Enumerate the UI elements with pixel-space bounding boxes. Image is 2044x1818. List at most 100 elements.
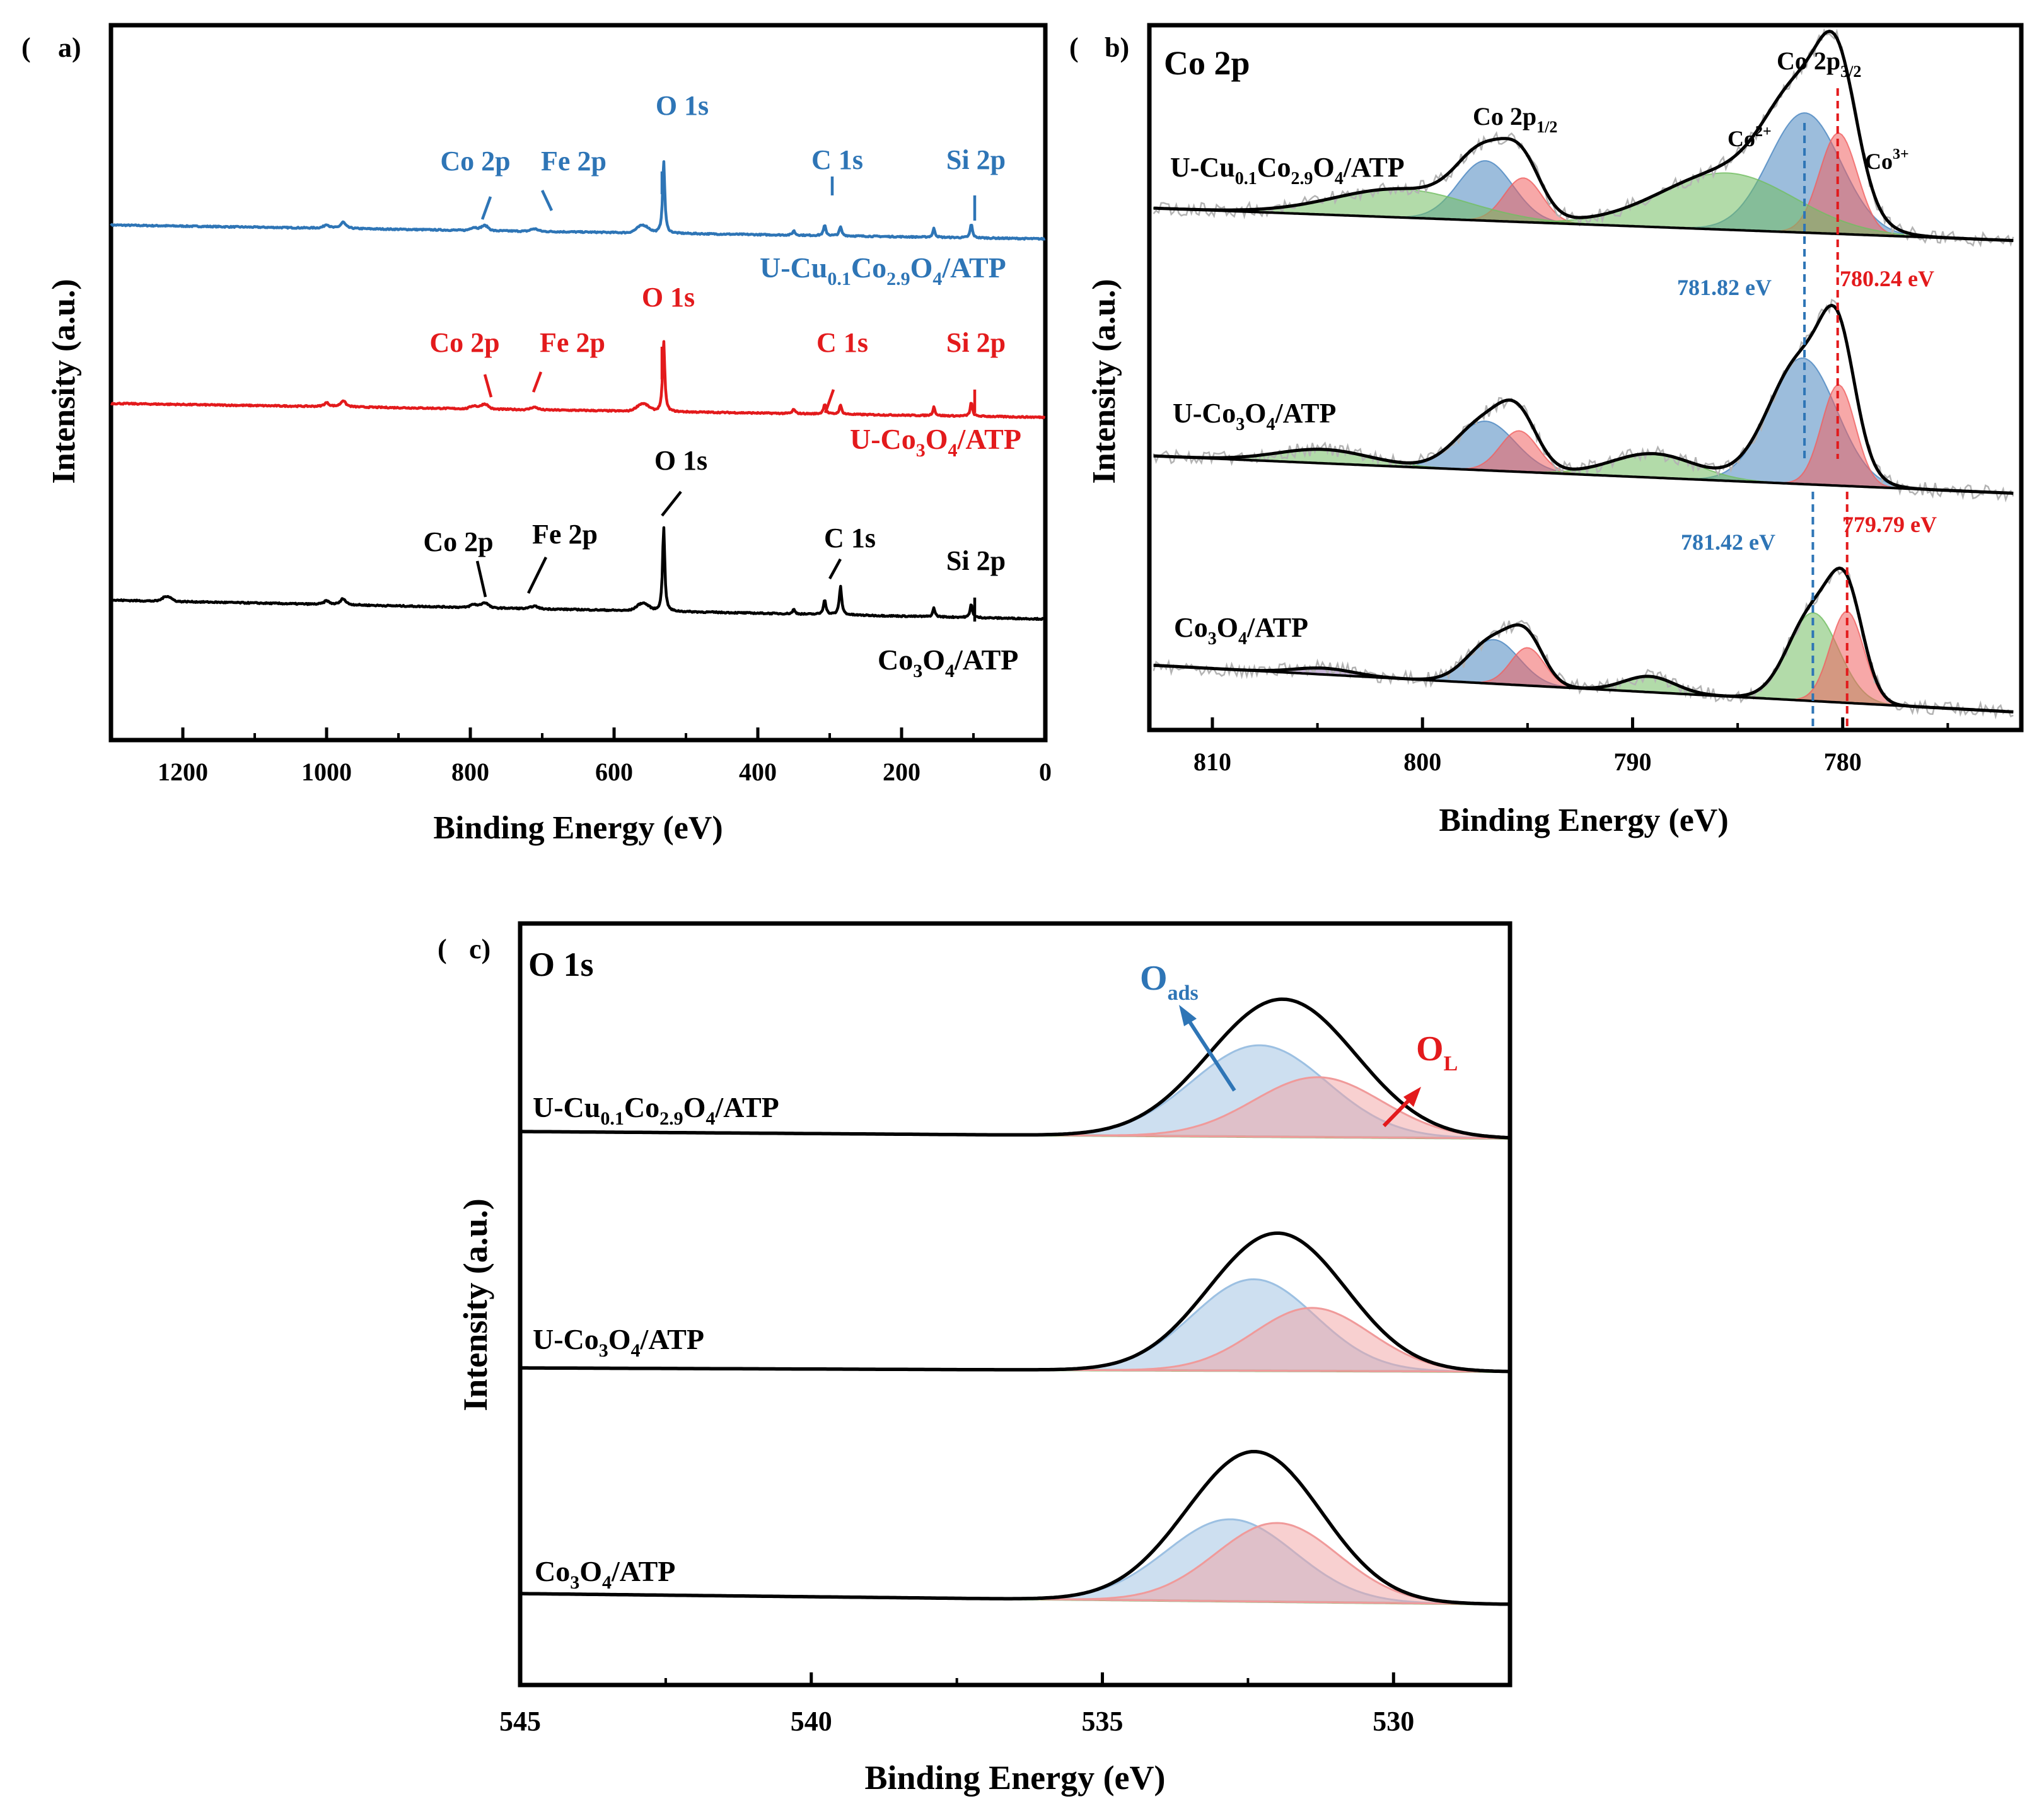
- panel-c-envelope-3: [520, 1449, 1511, 1606]
- panel-b-background-1: [1153, 207, 2014, 242]
- panel-b-anno-e1-blue: 781.82 eV: [1677, 275, 1772, 300]
- panel-a-peak-label: Co 2p: [429, 327, 499, 358]
- panel-a-series-line-2: [110, 340, 1046, 420]
- panel-a-peak-marker: [661, 490, 682, 517]
- panel-b-anno-e2-red: 779.79 eV: [1842, 512, 1937, 537]
- panel-b-envelope-3: [1153, 566, 2014, 714]
- panel-a-x-tick-label: 800: [451, 758, 489, 786]
- panel-a-peak-label: Si 2p: [946, 144, 1006, 175]
- panel-a-peak-label: O 1s: [654, 445, 707, 476]
- panel-a-frame: [108, 23, 1048, 743]
- panel-b-anno-co3plus: Co3+: [1865, 146, 1909, 174]
- panel-a-peak-marker: [823, 389, 835, 414]
- panel-a-x-ticks: 1200 1000 800 600 400 200 0: [110, 727, 1052, 786]
- panel-a-peak-marker: [828, 558, 842, 580]
- panel-c-x-tick-label: 540: [791, 1706, 832, 1737]
- panel-a-peak-label: Fe 2p: [541, 146, 607, 177]
- panel-c-x-tick-label: 535: [1082, 1706, 1124, 1737]
- panel-b-anno-co2p12: Co 2p1/2: [1473, 102, 1557, 136]
- panel-c-sample-label-2: U-Co3O4/ATP: [533, 1323, 704, 1361]
- panel-c-x-tick-label: 530: [1373, 1706, 1414, 1737]
- panel-a-peak-marker: [480, 196, 492, 220]
- panel-a-x-tick-label: 1000: [301, 758, 352, 786]
- panel-b-y-axis-title: Intensity (a.u.): [1086, 279, 1122, 483]
- panel-b-label-open: (: [1069, 32, 1079, 63]
- panel-c-x-axis-title: Binding Energy (eV): [864, 1759, 1165, 1797]
- panel-b-x-tick-label: 800: [1403, 748, 1441, 776]
- panel-c-oads-arrowhead: [1179, 1005, 1197, 1026]
- panel-c-y-axis-title: Intensity (a.u.): [456, 1198, 494, 1411]
- panel-a-x-axis-title: Binding Energy (eV): [433, 810, 723, 846]
- panel-a-peak-marker: [475, 560, 487, 598]
- panel-c-label-open: (: [438, 934, 447, 964]
- panel-a-peak-label: Co 2p: [423, 526, 493, 557]
- panel-b-sample-label-1: U-Cu0.1Co2.9O4/ATP: [1170, 152, 1405, 188]
- panel-c-ol-arrowhead: [1403, 1087, 1421, 1107]
- panel-c-curves: [520, 997, 1511, 1606]
- panel-c-x-tick-label: 545: [499, 1706, 541, 1737]
- panel-a-peak-label: Fe 2p: [532, 519, 598, 550]
- panel-a-annotations: Co 2p Fe 2p O 1s C 1s Si 2p Co 2p Fe 2p O 1s C 1…: [423, 90, 1006, 622]
- panel-a-peak-label: C 1s: [811, 144, 863, 175]
- panel-a-peak-label: O 1s: [642, 282, 695, 313]
- panel-b-anno-co2p32: Co 2p3/2: [1777, 47, 1861, 81]
- panel-c-x-ticks: 545 540 535 530: [499, 1672, 1414, 1737]
- panel-a-peak-marker: [531, 371, 543, 393]
- panel-a-curves: [110, 160, 1046, 621]
- panel-c-envelope-2: [520, 1231, 1511, 1374]
- panel-b-x-ticks: 810 800 790 780: [1193, 717, 1949, 776]
- panel-b-label: b): [1105, 32, 1129, 63]
- panel-b-frame: [1147, 23, 2024, 732]
- panel-b-x-tick-label: 810: [1193, 748, 1231, 776]
- panel-b-envelope-1: [1153, 30, 2014, 242]
- panel-a-peak-label: C 1s: [816, 327, 868, 358]
- panel-c-title: O 1s: [528, 946, 594, 983]
- panel-b-x-tick-label: 780: [1824, 748, 1862, 776]
- panel-a-sample-label-2: U-Co3O4/ATP: [850, 423, 1021, 461]
- panel-b-title: Co 2p: [1164, 44, 1250, 82]
- panel-b-anno-e1-red: 780.24 eV: [1840, 266, 1934, 291]
- panel-c-anno-ol: OL: [1416, 1029, 1458, 1075]
- panel-b-x-tick-label: 790: [1613, 748, 1651, 776]
- panel-b-anno-e2-blue: 781.42 eV: [1681, 530, 1775, 555]
- panel-a-peak-label: C 1s: [824, 523, 876, 553]
- panel-a-x-tick-label: 1200: [158, 758, 208, 786]
- panel-a-peak-label: O 1s: [656, 90, 709, 121]
- panel-c-sample-label-3: Co3O4/ATP: [535, 1555, 675, 1593]
- panel-a-peak-marker: [526, 557, 548, 594]
- panel-a-peak-label: Si 2p: [946, 545, 1006, 576]
- panel-c-oads-arrow: [1187, 1019, 1236, 1092]
- panel-c-label: c): [469, 934, 491, 964]
- panel-a-survey-spectrum: ( a) 1200 1000 800 600 400 200 0 Co 2p Fe 2p O 1…: [21, 23, 1052, 846]
- panel-c-o1s-spectrum: ( c) 545 540 535 530 O 1s Oads OL U-Cu0.1Co…: [438, 921, 1513, 1797]
- panel-a-peak-label: Fe 2p: [540, 327, 605, 358]
- panel-c-envelope-1: [520, 997, 1511, 1140]
- panel-c-ol-arrow: [1382, 1097, 1412, 1128]
- panel-a-x-tick-label: 400: [739, 758, 777, 786]
- panel-a-x-tick-label: 200: [883, 758, 920, 786]
- panel-a-series-line-3: [110, 526, 1046, 621]
- panel-a-x-tick-label: 0: [1039, 758, 1052, 786]
- panel-a-peak-label: Co 2p: [440, 146, 510, 177]
- panel-b-background-2: [1153, 455, 2014, 495]
- panel-b-sample-label-2: U-Co3O4/ATP: [1173, 398, 1336, 434]
- panel-a-peak-marker: [540, 190, 554, 211]
- panel-a-label-open: (: [21, 32, 31, 63]
- panel-b-anno-co2plus: Co2+: [1728, 124, 1772, 151]
- panel-a-y-axis-title: Intensity (a.u.): [46, 279, 82, 483]
- panel-c-frame: [518, 921, 1513, 1688]
- panel-a-label: a): [58, 32, 81, 63]
- panel-a-sample-label-3: Co3O4/ATP: [878, 644, 1018, 681]
- panel-a-peak-label: Si 2p: [946, 327, 1006, 358]
- panel-a-sample-label-1: U-Cu0.1Co2.9O4/ATP: [760, 252, 1006, 289]
- panel-b-curves: [1153, 28, 2014, 730]
- panel-b-x-axis-title: Binding Energy (eV): [1439, 802, 1728, 838]
- panel-b-co2p-spectrum: ( b) 810 800 790 780 Co 2p Co 2p1/2 Co 2p3/…: [1069, 23, 2024, 838]
- panel-a-series-line-1: [110, 160, 1046, 241]
- panel-b-envelope-2: [1153, 303, 2014, 495]
- panel-a-x-tick-label: 600: [595, 758, 633, 786]
- panel-c-sample-label-1: U-Cu0.1Co2.9O4/ATP: [533, 1091, 779, 1129]
- panel-a-peak-marker: [483, 374, 493, 398]
- panel-b-sample-label-3: Co3O4/ATP: [1174, 612, 1308, 649]
